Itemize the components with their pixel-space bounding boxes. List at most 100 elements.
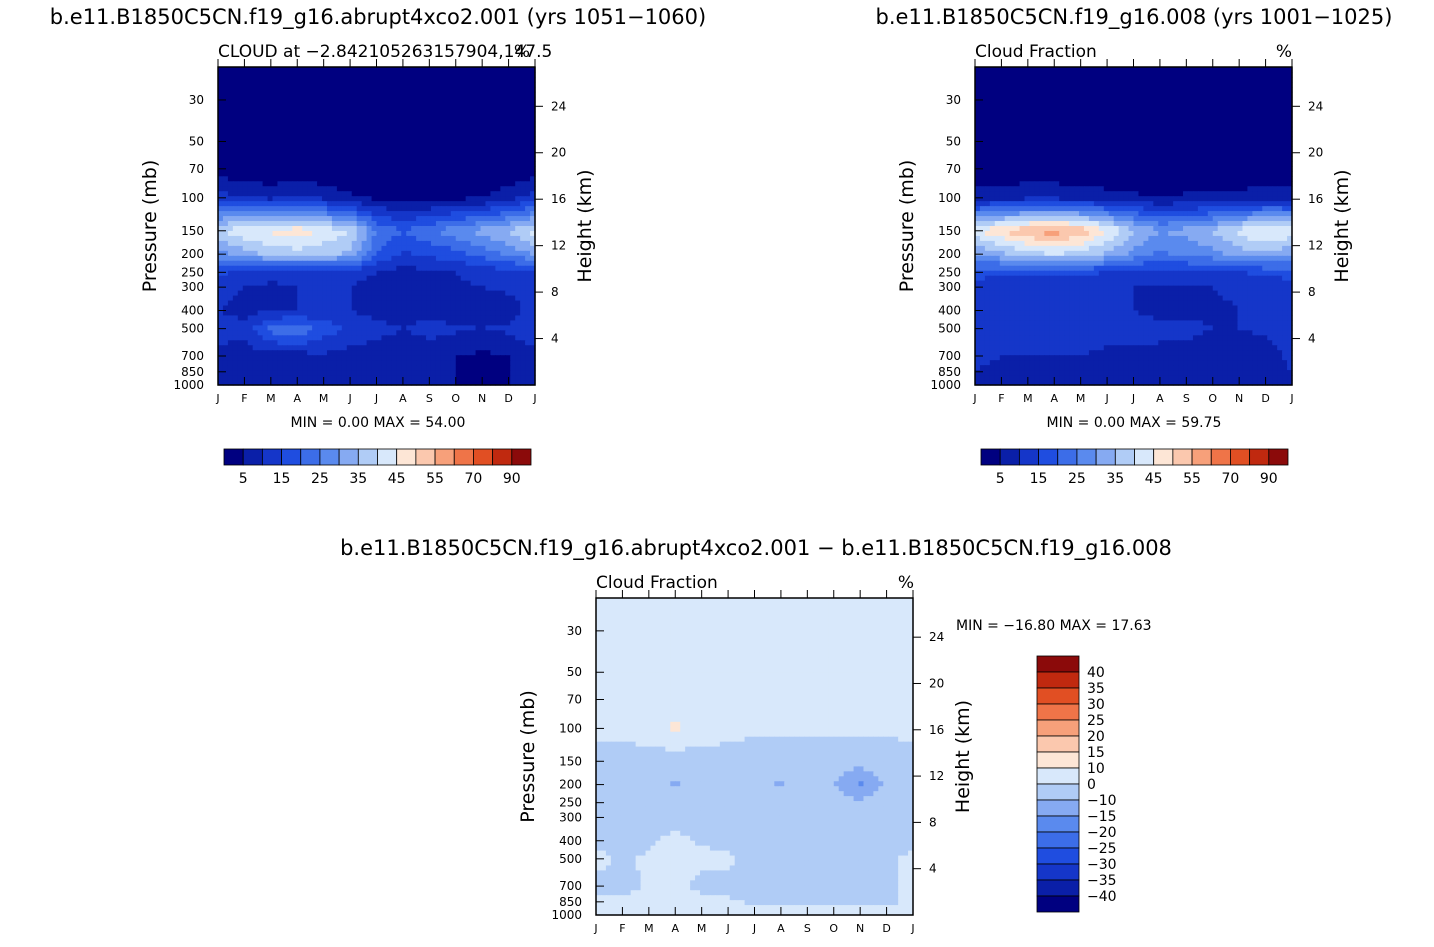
contour-cell bbox=[490, 350, 496, 356]
contour-cell bbox=[262, 365, 269, 371]
contour-cell bbox=[1187, 67, 1194, 73]
contour-cell bbox=[1148, 86, 1154, 93]
contour-cell bbox=[1014, 106, 1021, 113]
contour-cell bbox=[277, 126, 283, 133]
contour-cell bbox=[376, 265, 383, 272]
contour-cell bbox=[386, 96, 392, 103]
contour-cell bbox=[440, 226, 447, 232]
contour-cell bbox=[351, 81, 358, 88]
contour-cell bbox=[530, 136, 536, 143]
contour-cell bbox=[500, 126, 506, 133]
contour-cell bbox=[435, 295, 442, 302]
contour-cell bbox=[401, 265, 407, 272]
contour-cell bbox=[500, 265, 506, 272]
contour-cell bbox=[287, 101, 293, 108]
contour-cell bbox=[1207, 116, 1214, 123]
contour-cell bbox=[267, 166, 274, 172]
contour-cell bbox=[495, 360, 501, 366]
contour-cell bbox=[426, 295, 432, 302]
contour-cell bbox=[317, 101, 323, 108]
contour-cell bbox=[406, 131, 412, 138]
contour-cell bbox=[307, 221, 313, 227]
contour-cell bbox=[1212, 96, 1219, 103]
contour-cell bbox=[252, 320, 259, 326]
contour-cell bbox=[287, 310, 293, 317]
contour-cell bbox=[361, 285, 368, 292]
contour-cell bbox=[287, 345, 293, 351]
contour-cell bbox=[994, 126, 1001, 133]
contour-cell bbox=[490, 380, 496, 386]
contour-cell bbox=[411, 235, 417, 242]
contour-cell bbox=[440, 186, 447, 192]
contour-cell bbox=[1272, 121, 1278, 128]
contour-cell bbox=[218, 295, 224, 302]
contour-cell bbox=[430, 360, 437, 366]
contour-cell bbox=[1217, 91, 1224, 98]
contour-cell bbox=[1178, 111, 1184, 118]
contour-cell bbox=[272, 275, 279, 282]
contour-cell bbox=[470, 76, 477, 83]
contour-cell bbox=[302, 365, 308, 371]
contour-cell bbox=[525, 295, 531, 302]
contour-cell bbox=[406, 300, 412, 307]
contour-cell bbox=[282, 216, 288, 222]
contour-cell bbox=[510, 380, 516, 386]
contour-cell bbox=[336, 335, 343, 341]
contour-cell bbox=[331, 245, 338, 252]
contour-cell bbox=[435, 285, 442, 292]
contour-cell bbox=[440, 171, 447, 177]
contour-cell bbox=[450, 166, 457, 172]
contour-cell bbox=[525, 380, 531, 386]
contour-cell bbox=[1054, 101, 1060, 108]
contour-cell bbox=[381, 320, 387, 326]
contour-cell bbox=[386, 171, 392, 177]
contour-cell bbox=[247, 320, 254, 326]
contour-cell bbox=[386, 230, 392, 237]
contour-cell bbox=[411, 325, 417, 331]
contour-cell bbox=[307, 206, 313, 212]
contour-cell bbox=[361, 196, 368, 202]
contour-cell bbox=[356, 151, 363, 158]
contour-cell bbox=[356, 300, 363, 307]
contour-cell bbox=[445, 240, 452, 247]
contour-cell bbox=[336, 186, 343, 192]
contour-cell bbox=[366, 196, 373, 202]
contour-cell bbox=[490, 141, 496, 148]
contour-cell bbox=[326, 355, 333, 361]
contour-cell bbox=[1079, 106, 1085, 113]
contour-cell bbox=[336, 230, 343, 237]
contour-cell bbox=[1079, 86, 1085, 93]
contour-cell bbox=[272, 226, 279, 232]
contour-cell bbox=[430, 141, 437, 148]
contour-cell bbox=[500, 181, 506, 187]
contour-cell bbox=[1237, 106, 1244, 113]
contour-cell bbox=[326, 300, 333, 307]
contour-cell bbox=[1093, 67, 1100, 73]
contour-cell bbox=[445, 335, 452, 341]
contour-cell bbox=[416, 186, 422, 192]
contour-cell bbox=[455, 121, 462, 128]
contour-cell bbox=[396, 196, 402, 202]
contour-cell bbox=[1113, 116, 1120, 123]
contour-cell bbox=[430, 126, 437, 133]
contour-cell bbox=[460, 81, 467, 88]
contour-cell bbox=[267, 255, 274, 262]
contour-cell bbox=[287, 76, 293, 83]
contour-cell bbox=[312, 365, 318, 371]
contour-cell bbox=[475, 260, 482, 267]
contour-cell bbox=[505, 340, 511, 346]
contour-cell bbox=[450, 226, 457, 232]
contour-cell bbox=[336, 71, 343, 78]
contour-cell bbox=[1138, 86, 1144, 93]
contour-cell bbox=[500, 370, 506, 376]
contour-cell bbox=[376, 141, 383, 148]
contour-plot: J F M A M J J A S O N D J305070100150200250300400500… bbox=[896, 59, 1353, 405]
contour-cell bbox=[485, 300, 492, 307]
contour-cell bbox=[262, 196, 269, 202]
contour-cell bbox=[346, 315, 353, 322]
contour-cell bbox=[242, 96, 249, 103]
contour-cell bbox=[391, 325, 397, 331]
contour-cell bbox=[312, 171, 318, 177]
contour-cell bbox=[346, 280, 353, 287]
contour-cell bbox=[242, 196, 249, 202]
